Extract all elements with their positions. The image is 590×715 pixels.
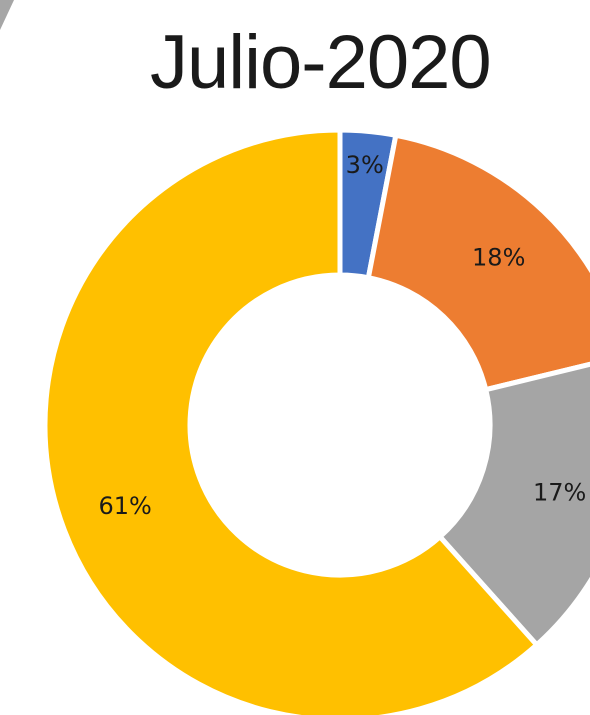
donut-slice-2 [436, 361, 590, 649]
slice-label-1: 18% [472, 244, 525, 272]
slice-label-2: 17% [533, 478, 586, 506]
corner-decoration-shape [0, 0, 14, 30]
slice-label-0: 3% [346, 151, 384, 179]
donut-slice-1 [365, 132, 590, 393]
donut-slice-3 [42, 127, 541, 715]
chart-title: Julio-2020 [150, 20, 492, 105]
slice-label-3: 61% [98, 492, 151, 520]
